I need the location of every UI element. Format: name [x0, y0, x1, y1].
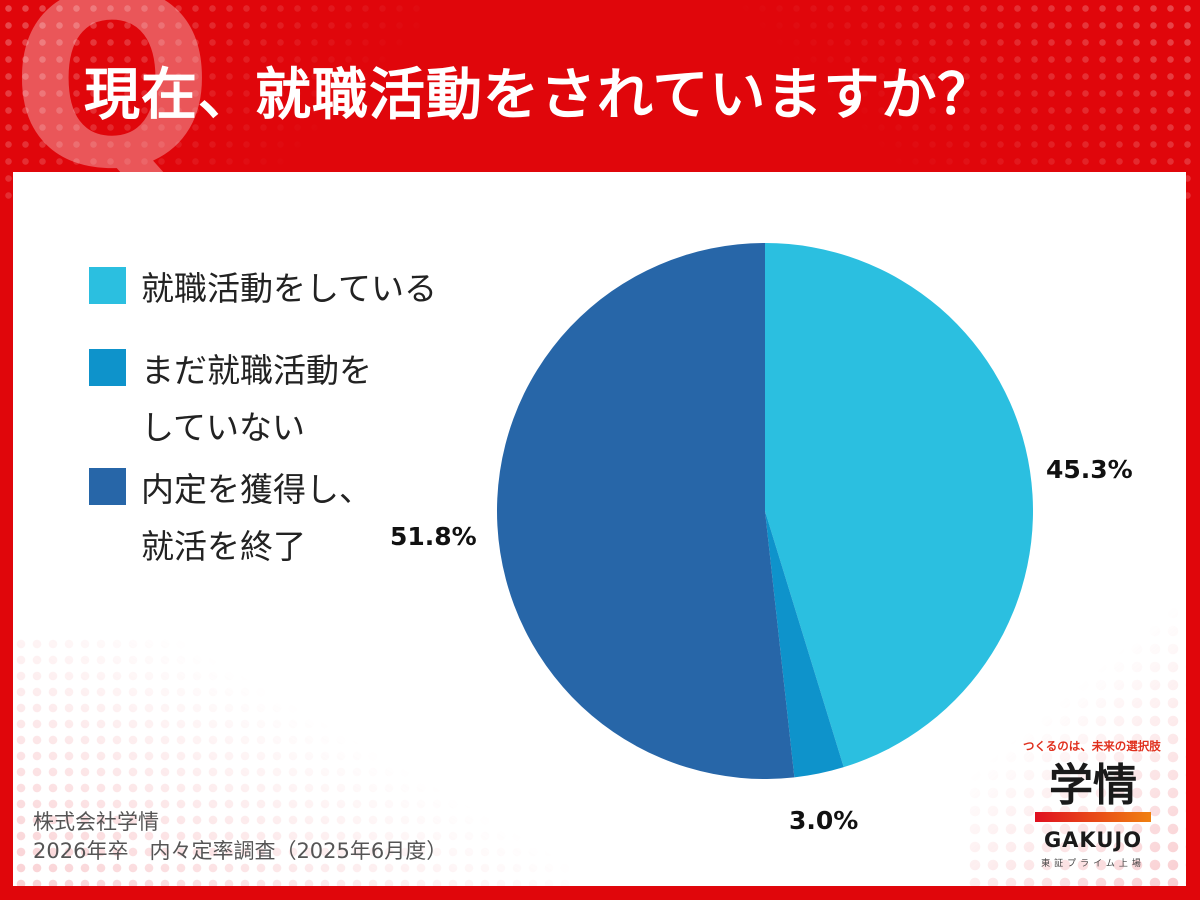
- halftone-decoration: [13, 636, 573, 886]
- legend-swatch-not-started: [89, 349, 126, 386]
- halftone-decoration: [966, 586, 1186, 886]
- gakujo-logo: つくるのは、未来の選択肢 学情 GAKUJO 東証プライム上場: [1023, 738, 1161, 869]
- logo-name: 学情: [1049, 760, 1137, 811]
- legend-label: 就職活動をしている: [141, 269, 438, 308]
- logo-tagline: つくるのは、未来の選択肢: [1023, 739, 1161, 753]
- legend-label: 内定を獲得し、: [141, 470, 372, 509]
- question-mark-watermark: Q: [10, 0, 215, 222]
- legend-label: していない: [141, 408, 306, 447]
- logo-listing: 東証プライム上場: [1041, 859, 1145, 869]
- logo-gradient-bar: [1035, 812, 1151, 822]
- data-label-searching: 45.3%: [1046, 455, 1133, 484]
- halftone-decoration: [0, 0, 420, 200]
- legend-label: 就活を終了: [141, 527, 306, 566]
- legend-swatch-searching: [89, 267, 126, 304]
- source-survey: 2026年卒 内々定率調査（2025年6月度）: [33, 839, 448, 863]
- source-company: 株式会社学情: [33, 810, 159, 834]
- data-label-not-started: 3.0%: [789, 806, 859, 835]
- pie-slice-not-started: [765, 511, 844, 778]
- halftone-decoration: [720, 0, 1200, 200]
- pie-chart: [496, 243, 1033, 779]
- source-note: 株式会社学情 2026年卒 内々定率調査（2025年6月度）: [33, 808, 447, 866]
- logo-name-en: GAKUJO: [1043, 828, 1143, 852]
- page-title: 現在、就職活動をされていますか？: [84, 63, 995, 128]
- legend-swatch-finished: [89, 468, 126, 505]
- legend-label: まだ就職活動を: [141, 351, 372, 390]
- pie-slice-finished: [496, 243, 795, 779]
- data-label-finished: 51.8%: [390, 522, 477, 551]
- pie-slice-searching: [765, 243, 1033, 768]
- chart-panel: 就職活動をしている まだ就職活動を していない 内定を獲得し、 就活を終了 45…: [13, 172, 1186, 886]
